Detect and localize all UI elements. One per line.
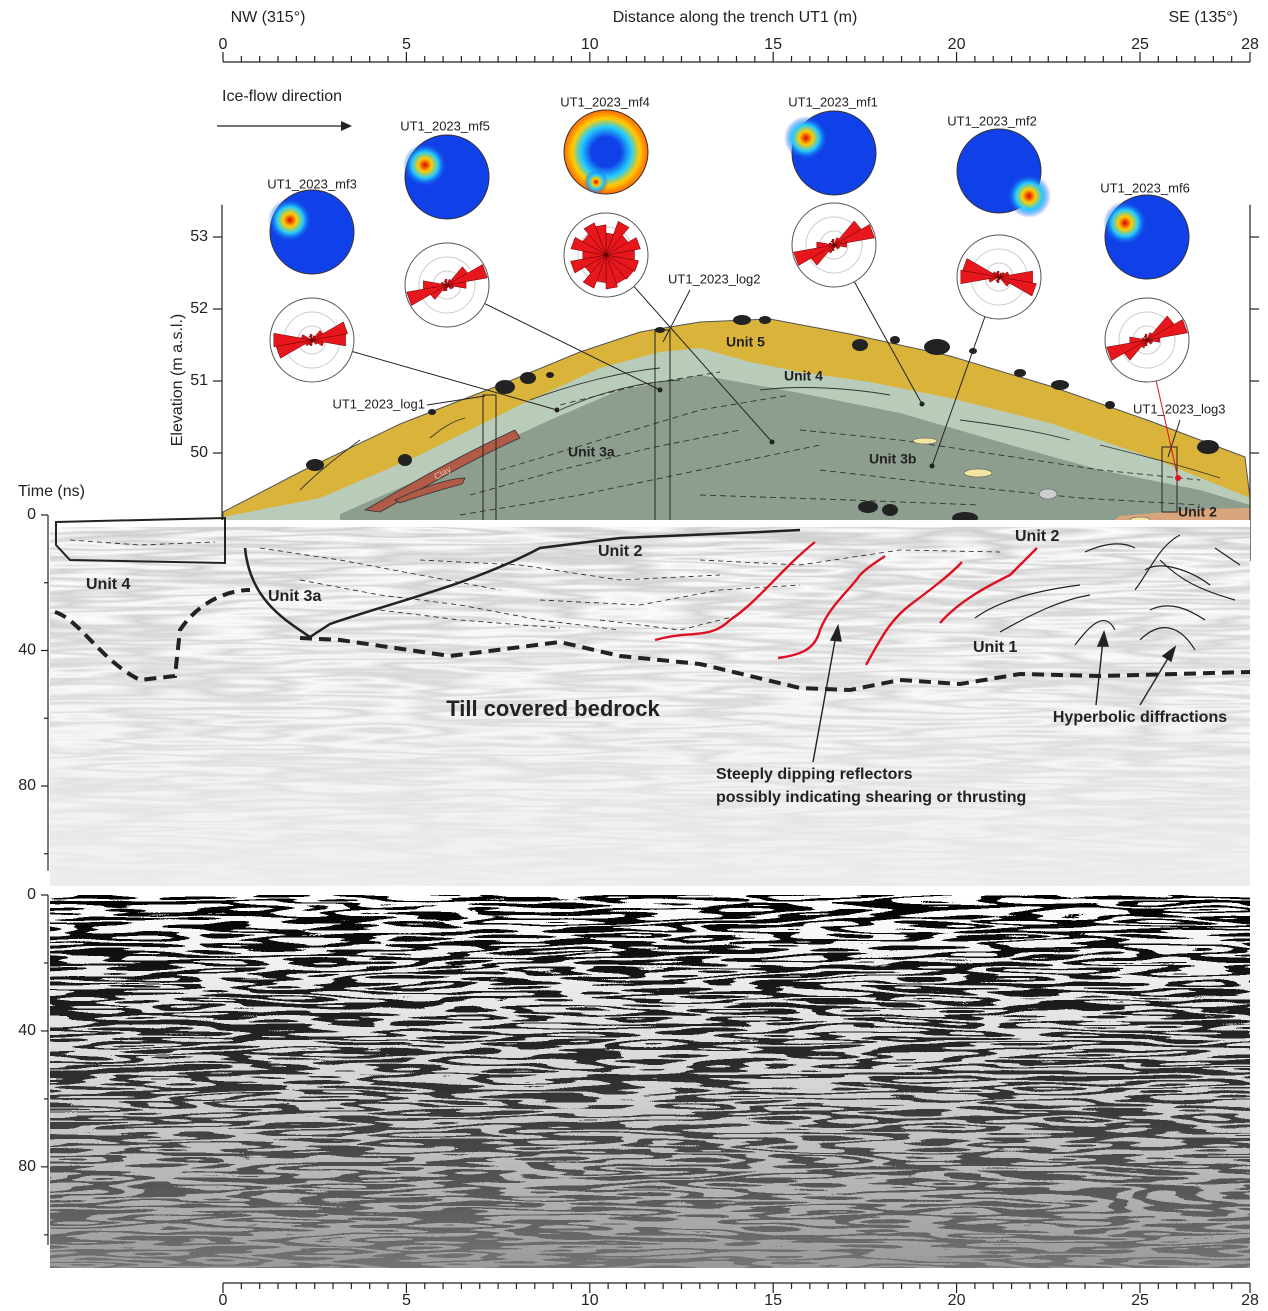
shape xyxy=(50,895,1250,1268)
node xyxy=(658,388,663,393)
shape xyxy=(546,372,554,378)
y-tick-label: 40 xyxy=(18,1022,36,1039)
stereonet-label: UT1_2023_mf5 xyxy=(400,118,490,133)
unit-label: Unit 3a xyxy=(568,444,615,460)
diffraction-label: Hyperbolic diffractions xyxy=(1053,709,1227,726)
figure: NW (315°) Distance along the trench UT1 … xyxy=(0,0,1268,1311)
shape xyxy=(858,501,878,513)
bedrock-label: Till covered bedrock xyxy=(446,696,660,721)
time-axis: 0 40 80 xyxy=(18,506,48,870)
y-tick-label: 51 xyxy=(190,372,208,389)
stereonet-label: UT1_2023_mf3 xyxy=(267,176,357,191)
time-label: Time (ns) xyxy=(18,483,85,500)
unit-label: Unit 4 xyxy=(784,368,823,384)
x-tick-label: 20 xyxy=(948,1292,966,1309)
axis-title: Distance along the trench UT1 (m) xyxy=(613,9,858,26)
log-label: UT1_2023_log2 xyxy=(668,271,761,286)
gpr-unit-label: Unit 1 xyxy=(973,639,1018,656)
y-tick-label: 50 xyxy=(190,444,208,461)
x-tick-label: 15 xyxy=(764,1292,782,1309)
y-tick-label: 0 xyxy=(27,886,36,903)
reflector-label: Steeply dipping reflectors xyxy=(716,766,913,783)
x-tick-label: 28 xyxy=(1241,1292,1259,1309)
density-spot xyxy=(403,143,447,187)
stereonet-label: UT1_2023_mf2 xyxy=(947,113,1037,128)
reflector-label: possibly indicating shearing or thrustin… xyxy=(716,789,1026,806)
node xyxy=(930,464,935,469)
unit-label: Unit 3b xyxy=(869,451,916,467)
x-tick-label: 0 xyxy=(219,1292,228,1309)
shape xyxy=(852,339,868,351)
y-tick-label: 40 xyxy=(18,642,36,659)
x-tick-label: 5 xyxy=(402,36,411,53)
x-tick-label: 15 xyxy=(764,36,782,53)
shape xyxy=(1051,380,1069,390)
node xyxy=(1175,475,1181,481)
direction-se: SE (135°) xyxy=(1168,9,1238,26)
y-tick-label: 53 xyxy=(190,228,208,245)
shape xyxy=(924,339,950,355)
x-tick-label: 25 xyxy=(1131,1292,1149,1309)
node xyxy=(920,402,925,407)
shape xyxy=(50,520,1250,527)
radargram-raw xyxy=(50,895,1250,1268)
shape xyxy=(398,454,412,466)
shape xyxy=(890,336,900,344)
x-tick-label: 20 xyxy=(948,36,966,53)
page: NW (315°) Distance along the trench UT1 … xyxy=(0,0,1268,1311)
stereonet-label: UT1_2023_mf1 xyxy=(788,94,878,109)
y-tick-label: 80 xyxy=(18,1158,36,1175)
shape xyxy=(1197,440,1219,454)
y-tick-label: 52 xyxy=(190,300,208,317)
ice-flow-label: Ice-flow direction xyxy=(222,88,342,105)
density-spot xyxy=(784,116,828,160)
shape xyxy=(964,469,992,477)
unit-label: Unit 5 xyxy=(726,334,765,350)
stereonet-label: UT1_2023_mf4 xyxy=(560,94,650,109)
x-tick-label: 0 xyxy=(219,36,228,53)
log-label: UT1_2023_log3 xyxy=(1133,401,1226,416)
shape xyxy=(759,316,771,324)
elevation-label: Elevation (m a.s.l.) xyxy=(169,314,186,446)
shape xyxy=(520,372,536,384)
bottom-axis: 0 5 10 15 20 25 28 xyxy=(219,1283,1259,1309)
stereonet-label: UT1_2023_mf6 xyxy=(1100,180,1190,195)
direction-nw: NW (315°) xyxy=(231,9,306,26)
gpr-unit-label: Unit 2 xyxy=(1015,528,1060,545)
shape xyxy=(913,438,937,444)
density-spot xyxy=(268,198,312,242)
gpr-unit-label: Unit 4 xyxy=(86,576,131,593)
shape xyxy=(428,409,436,415)
shape xyxy=(1014,369,1026,377)
node xyxy=(555,408,560,413)
y-tick-label: 0 xyxy=(27,506,36,523)
density-spot xyxy=(584,170,608,194)
shape xyxy=(495,380,515,394)
gpr-unit-label: Unit 3a xyxy=(268,588,321,605)
shape xyxy=(1039,489,1057,499)
gpr-unit-label: Unit 2 xyxy=(598,543,643,560)
shape xyxy=(306,459,324,471)
unit-label: Unit 2 xyxy=(1178,504,1217,520)
shape xyxy=(882,504,898,516)
node xyxy=(770,440,775,445)
shape xyxy=(733,315,751,325)
arrow-head xyxy=(341,121,352,131)
density-spot xyxy=(1007,174,1051,218)
shape xyxy=(1105,401,1115,409)
x-tick-label: 10 xyxy=(581,1292,599,1309)
top-axis: 0 5 10 15 20 25 28 xyxy=(219,36,1259,62)
y-tick-label: 80 xyxy=(18,777,36,794)
x-tick-label: 5 xyxy=(402,1292,411,1309)
log-label: UT1_2023_log1 xyxy=(332,396,425,411)
density-spot xyxy=(1103,201,1147,245)
time-axis: 0 40 80 xyxy=(18,886,48,1245)
x-tick-label: 28 xyxy=(1241,36,1259,53)
x-tick-label: 10 xyxy=(581,36,599,53)
x-tick-label: 25 xyxy=(1131,36,1149,53)
